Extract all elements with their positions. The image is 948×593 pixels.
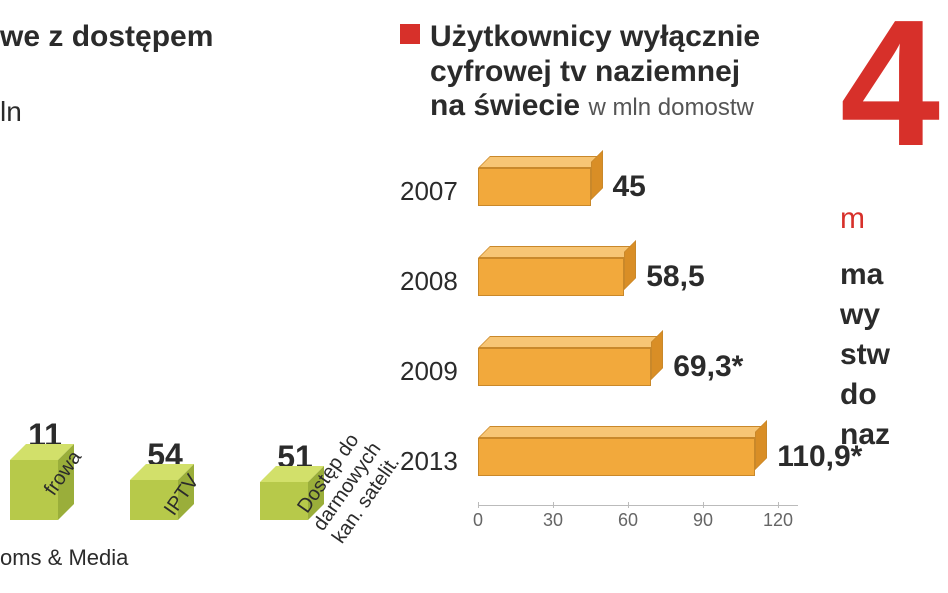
left-title-fragment: we z dostępem <box>0 20 213 55</box>
right-text-3: do <box>840 376 877 414</box>
left-subtitle-fragment: ln <box>0 96 22 128</box>
xtick: 60 <box>618 510 638 531</box>
xtick: 0 <box>473 510 483 531</box>
hbar-value: 45 <box>613 170 646 204</box>
left-source-fragment: oms & Media <box>0 545 128 571</box>
hbar-year: 2008 <box>400 266 458 297</box>
hbar-bar <box>478 438 755 476</box>
left-col-0: 11 frowa <box>10 417 80 520</box>
hbar-bar <box>478 168 591 206</box>
left-chart-panel: we z dostępem ln 11 frowa 54 IPTV 51 <box>0 0 380 593</box>
hbar-year: 2009 <box>400 356 458 387</box>
left-col-2: 51 Dostęp do darmowych kan. satelit. <box>260 439 330 520</box>
center-hbar-chart: 2007 45 2008 58,5 2009 69,3* 2013 110,9*… <box>400 160 830 560</box>
legend-square-icon <box>400 24 420 44</box>
xtick: 120 <box>763 510 793 531</box>
right-text-1: wy <box>840 296 880 334</box>
left-column-chart: 11 frowa 54 IPTV 51 <box>0 260 380 520</box>
left-col-1: 54 IPTV <box>130 437 200 520</box>
right-unit-fragment: m <box>840 200 865 238</box>
hbar-bar <box>478 348 651 386</box>
big-number-fragment: 4 <box>840 0 930 187</box>
hbar-row-2013: 2013 110,9* <box>400 430 830 490</box>
center-title-line2: cyfrowej tv naziemnej <box>430 55 740 88</box>
hbar-row-2008: 2008 58,5 <box>400 250 830 310</box>
center-title-line1: Użytkownicy wyłącznie <box>430 20 760 53</box>
hbar-row-2009: 2009 69,3* <box>400 340 830 400</box>
center-title: Użytkownicy wyłącznie cyfrowej tv naziem… <box>400 20 760 124</box>
right-text-4: naz <box>840 416 890 454</box>
right-panel: 4 m ma wy stw do naz <box>840 0 948 593</box>
center-unit: w mln domostw <box>588 94 753 121</box>
center-title-line3: na świecie <box>430 89 580 122</box>
hbar-year: 2013 <box>400 446 458 477</box>
hbar-bar <box>478 258 624 296</box>
xtick: 90 <box>693 510 713 531</box>
right-text-0: ma <box>840 256 883 294</box>
right-text-2: stw <box>840 336 890 374</box>
center-chart-panel: Użytkownicy wyłącznie cyfrowej tv naziem… <box>400 0 830 593</box>
hbar-year: 2007 <box>400 176 458 207</box>
xtick: 30 <box>543 510 563 531</box>
hbar-value: 58,5 <box>646 260 704 294</box>
hbar-value: 69,3* <box>673 350 743 384</box>
x-axis: 0 30 60 90 120 <box>478 505 798 506</box>
hbar-row-2007: 2007 45 <box>400 160 830 220</box>
